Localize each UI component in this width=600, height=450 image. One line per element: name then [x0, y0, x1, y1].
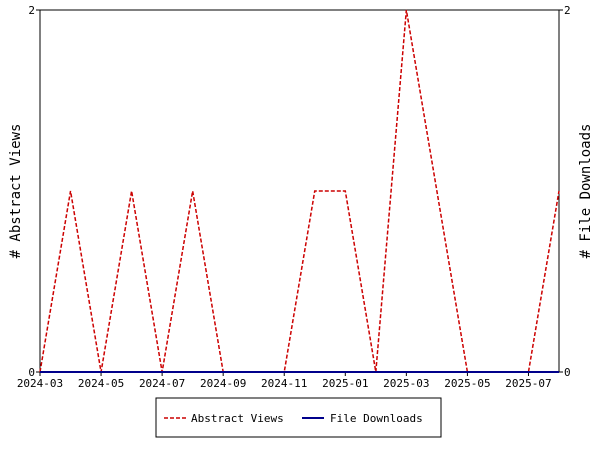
x-tick-label: 2025-03 — [383, 377, 429, 390]
y-axis-left: 02 — [28, 4, 40, 379]
x-tick-label: 2025-05 — [444, 377, 490, 390]
x-tick-label: 2025-01 — [322, 377, 368, 390]
y-left-tick-label: 2 — [28, 4, 35, 17]
legend: Abstract Views File Downloads — [155, 397, 442, 438]
plot-area — [39, 9, 560, 373]
x-tick-label: 2024-11 — [261, 377, 307, 390]
x-axis: 2024-03 2024-05 2024-07 2024-09 2024-11 2025-… — [17, 372, 552, 390]
x-tick-label: 2024-09 — [200, 377, 246, 390]
x-tick-label: 2024-03 — [17, 377, 63, 390]
y-right-tick-label: 2 — [564, 4, 571, 17]
x-tick-label: 2024-07 — [139, 377, 185, 390]
legend-label-file-downloads: File Downloads — [330, 412, 423, 425]
legend-box — [155, 397, 442, 438]
x-tick-label: 2025-07 — [505, 377, 551, 390]
y-left-tick-label: 0 — [28, 366, 35, 379]
x-tick-label: 2024-05 — [78, 377, 124, 390]
legend-label-abstract-views: Abstract Views — [191, 412, 284, 425]
series-layer — [39, 9, 560, 373]
y-axis-right-title: # File Downloads — [578, 124, 594, 259]
y-axis-right: 02 — [559, 4, 571, 379]
y-axis-left-title: # Abstract Views — [8, 124, 24, 259]
y-right-tick-label: 0 — [564, 366, 571, 379]
